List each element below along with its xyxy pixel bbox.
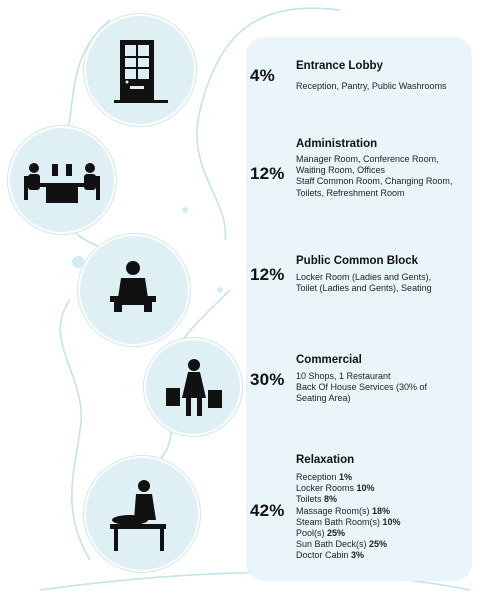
section-title: Relaxation: [296, 454, 355, 466]
section-public-common-block: 12% Public Common Block Locker Room (Lad…: [250, 253, 470, 303]
door-icon: [114, 40, 168, 103]
section-relaxation: 42% Relaxation Reception 1% Locker Rooms…: [250, 452, 470, 572]
massage-icon: [110, 480, 166, 551]
breakdown-item: Doctor Cabin 3%: [296, 550, 365, 561]
info-panel: [246, 37, 472, 581]
meeting-icon: [24, 163, 100, 203]
percent-label: 12%: [250, 265, 285, 284]
entrance-icon-circle: [84, 14, 196, 126]
breakdown-item: Steam Bath Room(s) 10%: [296, 516, 401, 527]
percent-label: 12%: [250, 164, 285, 183]
section-description: 10 Shops, 1 Restaurant Back Of House Ser…: [296, 371, 428, 404]
section-description: Reception, Pantry, Public Washrooms: [296, 81, 447, 91]
breakdown-item: Sun Bath Deck(s) 25%: [296, 539, 388, 550]
relaxation-icon-circle: [84, 456, 200, 572]
section-administration: 12% Administration Manager Room, Confere…: [250, 136, 470, 206]
percent-label: 42%: [250, 501, 285, 520]
section-title: Public Common Block: [296, 255, 419, 267]
percent-label: 30%: [250, 370, 285, 389]
administration-icon-circle: [8, 126, 116, 234]
breakdown-item: Massage Room(s) 18%: [296, 505, 391, 516]
section-title: Commercial: [296, 354, 362, 366]
breakdown-item: Locker Rooms 10%: [296, 483, 375, 494]
commercial-icon-circle: [144, 338, 242, 436]
section-description: Manager Room, Conference Room, Waiting R…: [296, 154, 453, 198]
section-title: Administration: [296, 138, 378, 150]
section-title: Entrance Lobby: [296, 60, 383, 72]
seated-person-icon: [110, 261, 156, 312]
breakdown-item: Toilets 8%: [296, 494, 338, 505]
shopper-icon: [166, 359, 222, 416]
public-block-icon-circle: [78, 234, 190, 346]
section-entrance-lobby: 4% Entrance Lobby Reception, Pantry, Pub…: [250, 58, 470, 98]
relaxation-breakdown: Reception 1% Locker Rooms 10% Toilets 8%…: [296, 472, 401, 562]
breakdown-item: Pool(s) 25%: [296, 528, 346, 539]
section-commercial: 30% Commercial 10 Shops, 1 Restaurant Ba…: [250, 352, 470, 412]
breakdown-item: Reception 1%: [296, 472, 353, 482]
percent-label: 4%: [250, 66, 275, 85]
section-description: Locker Room (Ladies and Gents), Toilet (…: [296, 272, 432, 294]
